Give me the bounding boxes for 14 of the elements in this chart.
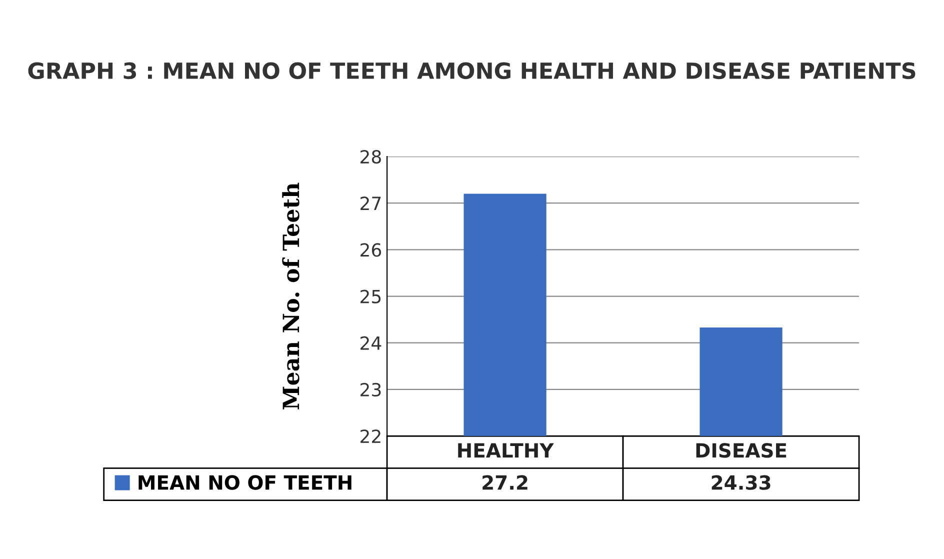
data-label: 27.2 [482, 475, 528, 490]
y-tick-label: 24 [360, 336, 382, 350]
y-tick-label: 22 [360, 429, 380, 443]
y-tick-label: 23 [360, 382, 381, 397]
y-tick-label: 28 [360, 150, 381, 164]
y-tick-label: 27 [360, 196, 381, 210]
y-tick-label: 25 [360, 290, 381, 304]
x-tick-label: HEALTHY [458, 443, 554, 458]
chart-title: GRAPH 3 : MEAN NO OF TEETH AMONG HEALTH AND DISEASE PATIENTS [28, 62, 916, 80]
x-tick-label: DISEASE [696, 443, 786, 458]
legend-label: MEAN NO OF TEETH [138, 475, 352, 490]
data-label: 24.33 [712, 475, 770, 490]
y-axis-title: Mean No. of Teeth [282, 182, 300, 410]
y-tick-label: 26 [360, 243, 382, 257]
